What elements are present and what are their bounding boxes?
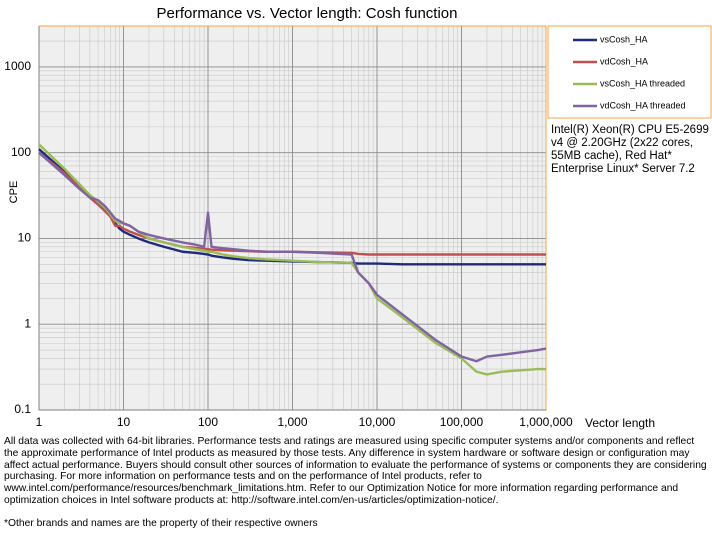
series-line (38, 151, 546, 256)
x-tick-label: 100,000 (440, 415, 484, 429)
legend-label: vdCosh_HA threaded (600, 100, 686, 110)
x-tick-label: 10 (117, 415, 131, 429)
x-tick-label: 1 (36, 415, 43, 429)
series-line (38, 143, 546, 376)
legend-box (547, 25, 712, 119)
x-tick-label: 100 (198, 415, 218, 429)
series-line (38, 151, 547, 363)
chart-title: Performance vs. Vector length: Cosh func… (157, 5, 458, 22)
trademark-note: *Other brands and names are the property… (4, 518, 318, 529)
footnote: All data was collected with 64-bit libra… (4, 436, 707, 506)
x-tick-label: 10,000 (359, 415, 396, 429)
y-tick-label: 1 (24, 316, 31, 330)
x-axis-title: Vector length (585, 416, 655, 430)
y-axis-title: CPE (8, 181, 20, 204)
x-tick-label: 1,000 (277, 415, 307, 429)
x-tick-label: 1,000,000 (519, 415, 573, 429)
y-tick-label: 0.1 (14, 402, 31, 416)
y-tick-label: 100 (11, 145, 31, 159)
y-tick-label: 1000 (4, 59, 31, 73)
legend-label: vsCosh_HA threaded (600, 78, 685, 88)
y-tick-label: 10 (18, 231, 32, 245)
legend-label: vsCosh_HA (600, 34, 648, 44)
annotation: Intel(R) Xeon(R) CPU E5-2699 v4 @ 2.20GH… (551, 124, 709, 175)
legend-label: vdCosh_HA (600, 56, 648, 66)
